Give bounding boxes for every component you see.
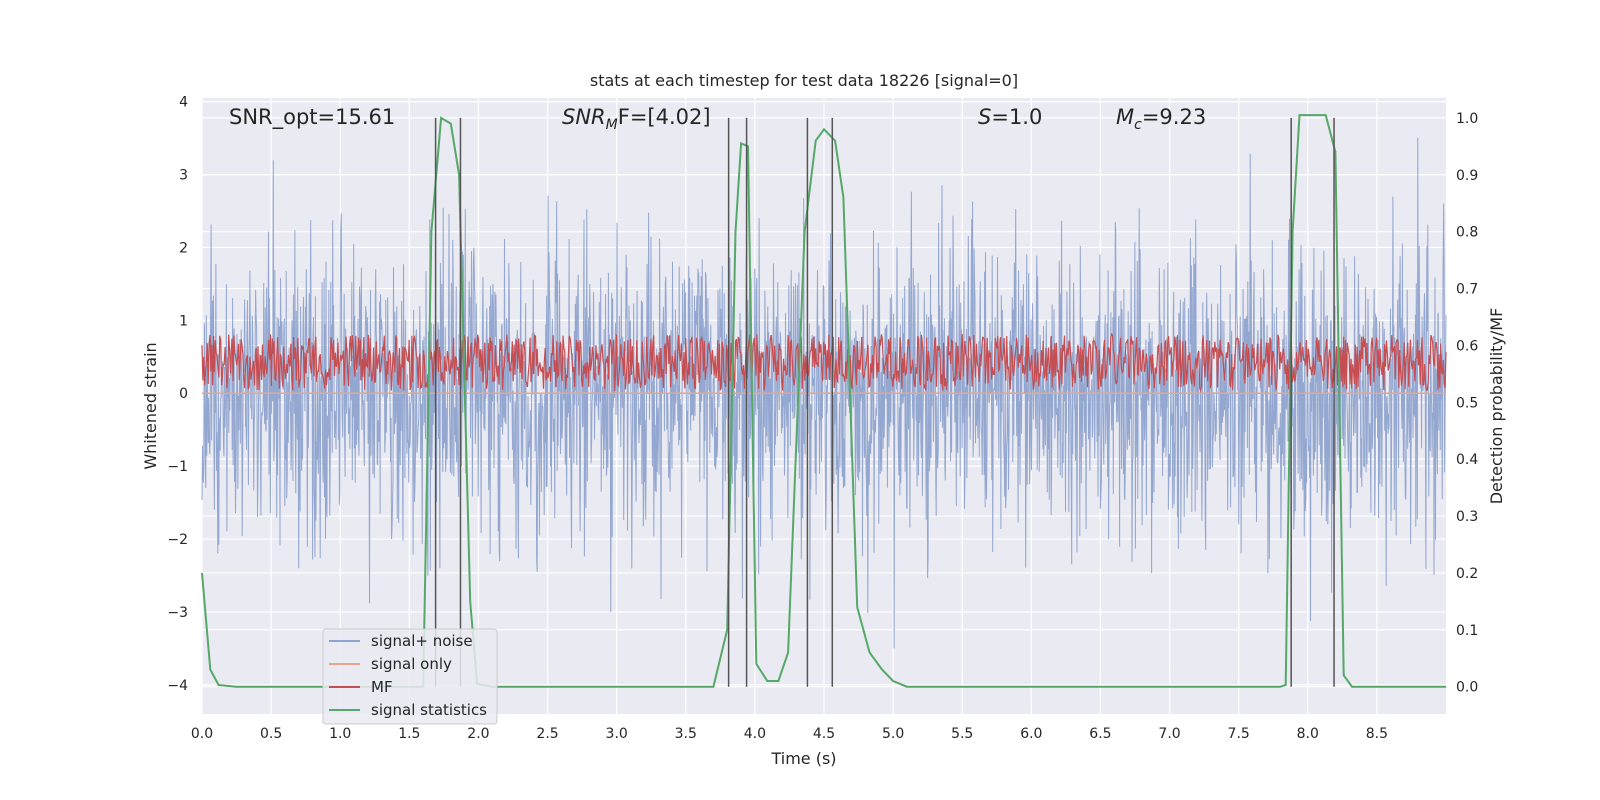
y2-axis-label: Detection probability/MF bbox=[1487, 308, 1506, 505]
vertical-markers bbox=[434, 117, 1335, 687]
series-signal-noise bbox=[201, 137, 1447, 649]
y2-tick-label: 0.4 bbox=[1456, 452, 1478, 468]
x-tick-label: 0.5 bbox=[260, 726, 282, 742]
x-tick-label: 2.5 bbox=[536, 726, 558, 742]
x-tick-label: 7.5 bbox=[1228, 726, 1250, 742]
y2-tick-label: 0.7 bbox=[1456, 282, 1478, 298]
y-tick-label: −2 bbox=[167, 532, 188, 548]
x-tick-label: 4.0 bbox=[744, 726, 766, 742]
x-tick-label: 5.5 bbox=[951, 726, 973, 742]
legend-box bbox=[322, 628, 498, 725]
x-tick-label: 8.5 bbox=[1366, 726, 1388, 742]
legend-label-signal-only: signal only bbox=[371, 655, 452, 673]
x-tick-label: 5.0 bbox=[882, 726, 904, 742]
y-tick-label: −3 bbox=[167, 605, 188, 621]
chart-title: stats at each timestep for test data 182… bbox=[590, 71, 1018, 90]
x-tick-label: 3.0 bbox=[606, 726, 628, 742]
y-tick-label: 2 bbox=[179, 240, 188, 256]
y2-tick-label: 0.1 bbox=[1456, 623, 1478, 639]
x-axis-label: Time (s) bbox=[770, 749, 836, 768]
x-tick-label: 1.5 bbox=[398, 726, 420, 742]
annotation-s: S=1.0 bbox=[978, 105, 1042, 129]
annotation-mc: Mc=9.23 bbox=[1116, 105, 1206, 133]
x-tick-label: 7.0 bbox=[1158, 726, 1180, 742]
y-tick-label: −1 bbox=[167, 459, 188, 475]
x-tick-label: 8.0 bbox=[1297, 726, 1319, 742]
x-tick-label: 2.0 bbox=[467, 726, 489, 742]
y-tick-label: 1 bbox=[179, 313, 188, 329]
legend-label-signal-noise: signal+ noise bbox=[371, 632, 473, 650]
y2-tick-label: 0.3 bbox=[1456, 509, 1478, 525]
x-tick-label: 4.5 bbox=[813, 726, 835, 742]
y2-tick-label: 1.0 bbox=[1456, 111, 1478, 127]
x-tick-label: 6.0 bbox=[1020, 726, 1042, 742]
series-group bbox=[201, 114, 1447, 688]
y2-tick-label: 0.5 bbox=[1456, 395, 1478, 411]
legend: signal+ noise signal only MF signal stat… bbox=[322, 628, 498, 725]
legend-label-signal-statistics: signal statistics bbox=[371, 701, 487, 719]
series-signal-statistics bbox=[201, 114, 1446, 688]
y-tick-label: −4 bbox=[167, 678, 188, 694]
x-tick-label: 6.5 bbox=[1089, 726, 1111, 742]
series-mf bbox=[201, 332, 1447, 394]
y-tick-label: 0 bbox=[179, 386, 188, 402]
y2-tick-label: 0.2 bbox=[1456, 566, 1478, 582]
legend-label-mf: MF bbox=[371, 678, 393, 696]
y-axis-label: Whitened strain bbox=[141, 342, 160, 469]
y2-tick-label: 0.9 bbox=[1456, 168, 1478, 184]
y-tick-label: 3 bbox=[179, 168, 188, 184]
tick-labels: 0.0 0.5 1.0 1.5 2.0 2.5 3.0 3.5 4.0 4.5 5.0 5.5 6.0 6… bbox=[167, 95, 1478, 742]
x-tick-label: 1.0 bbox=[329, 726, 351, 742]
y-tick-label: 4 bbox=[179, 95, 188, 111]
annotation-snr-mf: SNRMF=[4.02] bbox=[562, 105, 711, 133]
y2-tick-label: 0.6 bbox=[1456, 338, 1478, 354]
annotation-snr-opt: SNR_opt=15.61 bbox=[229, 105, 395, 130]
x-tick-label: 0.0 bbox=[191, 726, 213, 742]
y2-tick-label: 0.0 bbox=[1456, 680, 1478, 696]
y2-tick-label: 0.8 bbox=[1456, 225, 1478, 241]
x-tick-label: 3.5 bbox=[675, 726, 697, 742]
